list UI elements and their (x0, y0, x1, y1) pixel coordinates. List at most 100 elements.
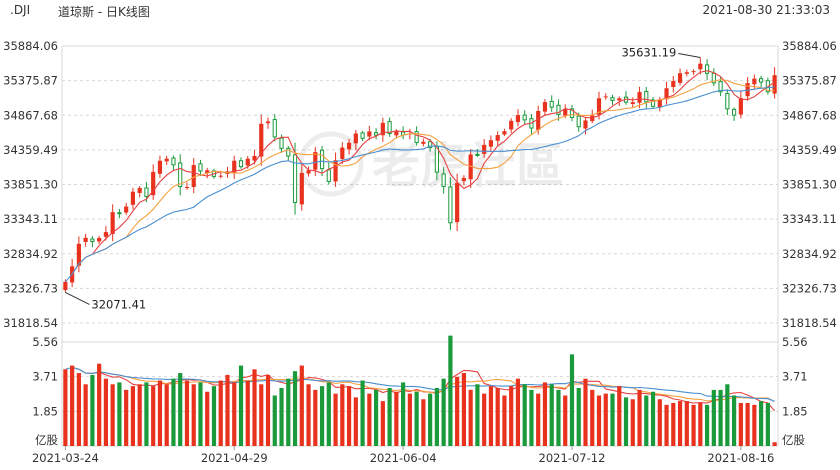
volume-ma20-line (65, 366, 775, 402)
volume-bar (441, 378, 446, 446)
volume-bar (482, 393, 487, 446)
volume-bar (630, 399, 635, 446)
candle-body (610, 97, 615, 101)
volume-bar (576, 388, 581, 446)
price-tick-right: 34359.49 (782, 143, 837, 157)
volume-bar (529, 389, 534, 446)
price-tick-left: 33851.30 (3, 178, 58, 192)
low-marker-line (65, 291, 90, 305)
candle-body (367, 131, 372, 137)
candle-body (657, 99, 662, 108)
candle-body (238, 160, 244, 168)
volume-bar (745, 402, 750, 446)
volume-bar (191, 384, 196, 446)
candle-body (184, 186, 190, 188)
volume-bar (657, 399, 662, 446)
volume-bar (272, 395, 277, 446)
volume-bar (522, 384, 527, 446)
candle-body (684, 72, 689, 74)
annotations: 35631.19 32071.41 (65, 45, 701, 311)
volume-bar (157, 380, 163, 446)
candle-body (650, 99, 656, 107)
candle-body (387, 121, 392, 134)
candle-body (522, 114, 527, 121)
volume-unit-left: 亿股 (35, 433, 58, 447)
volume-bar (225, 374, 230, 446)
volume-bar (178, 373, 183, 446)
candle-body (630, 102, 635, 104)
volume-bar (245, 380, 250, 446)
volume-bar (259, 384, 264, 446)
candle-body (374, 132, 379, 136)
candle-body (191, 165, 196, 187)
candle-body (468, 154, 473, 180)
x-tick-label: 2021-03-24 (32, 451, 99, 465)
volume-bar (90, 374, 95, 446)
volume-tick-right: 1.85 (782, 404, 808, 418)
volume-bar (502, 395, 507, 446)
candle-body (576, 115, 581, 128)
candle-body (333, 160, 338, 182)
volume-bar (211, 386, 217, 446)
volume-bar (610, 393, 615, 446)
volume-bar (110, 384, 115, 446)
volume-tick-right: 3.71 (782, 370, 808, 384)
volume-bar (319, 386, 325, 446)
volume-axis: 5.56 5.56 3.71 3.71 1.85 1.85 亿股 亿股 (32, 335, 807, 447)
volume-bar (218, 380, 223, 446)
x-tick-label: 2021-06-04 (370, 451, 437, 465)
volume-tick-right: 5.56 (782, 335, 808, 349)
candle-body (509, 120, 514, 130)
volume-bar (380, 401, 385, 446)
candle-body (711, 72, 716, 84)
volume-bar (684, 401, 689, 446)
candle-body (617, 98, 622, 101)
candle-body (76, 243, 81, 266)
volume-bar (623, 397, 629, 446)
candle-body (752, 78, 757, 85)
volume-bar (286, 378, 291, 446)
candle-body (488, 140, 494, 147)
candle-body (252, 155, 257, 161)
volume-bar (299, 365, 304, 446)
grid-lines (61, 45, 779, 447)
volume-bar (292, 371, 298, 446)
x-tick-label: 2021-04-29 (201, 451, 268, 465)
volume-bar (704, 404, 710, 446)
volume-bar (711, 389, 716, 446)
candle-body (759, 78, 764, 83)
volume-bar (732, 395, 737, 446)
volume-bar (374, 389, 379, 446)
volume-bar (124, 389, 129, 446)
volume-bar (117, 382, 122, 446)
volume-bar (407, 393, 412, 446)
volume-bar (83, 384, 88, 446)
volume-bar (772, 442, 777, 446)
candle-body (144, 187, 149, 197)
volume-bar (650, 391, 656, 446)
price-tick-left: 35375.87 (3, 74, 58, 88)
volume-bar (569, 354, 575, 446)
volume-bar (698, 402, 703, 446)
volume-tick-left: 5.56 (32, 335, 58, 349)
volume-bar (346, 386, 352, 446)
candle-body (698, 63, 703, 70)
volume-bar (495, 388, 500, 446)
candle-body (455, 182, 460, 223)
candle-body (482, 144, 487, 154)
volume-bar (232, 382, 237, 446)
price-tick-left: 31818.54 (3, 316, 58, 330)
price-tick-left: 35884.06 (3, 39, 58, 53)
candle-body (772, 75, 777, 94)
volume-bar (137, 384, 142, 446)
volume-bar (279, 388, 284, 446)
volume-bar (637, 389, 642, 446)
volume-bar (306, 384, 311, 446)
volume-bar (198, 382, 203, 446)
volume-bar (542, 382, 548, 446)
candle-body (502, 131, 507, 135)
candle-body (346, 142, 352, 150)
candle-body (272, 119, 277, 138)
candle-body (394, 131, 399, 136)
